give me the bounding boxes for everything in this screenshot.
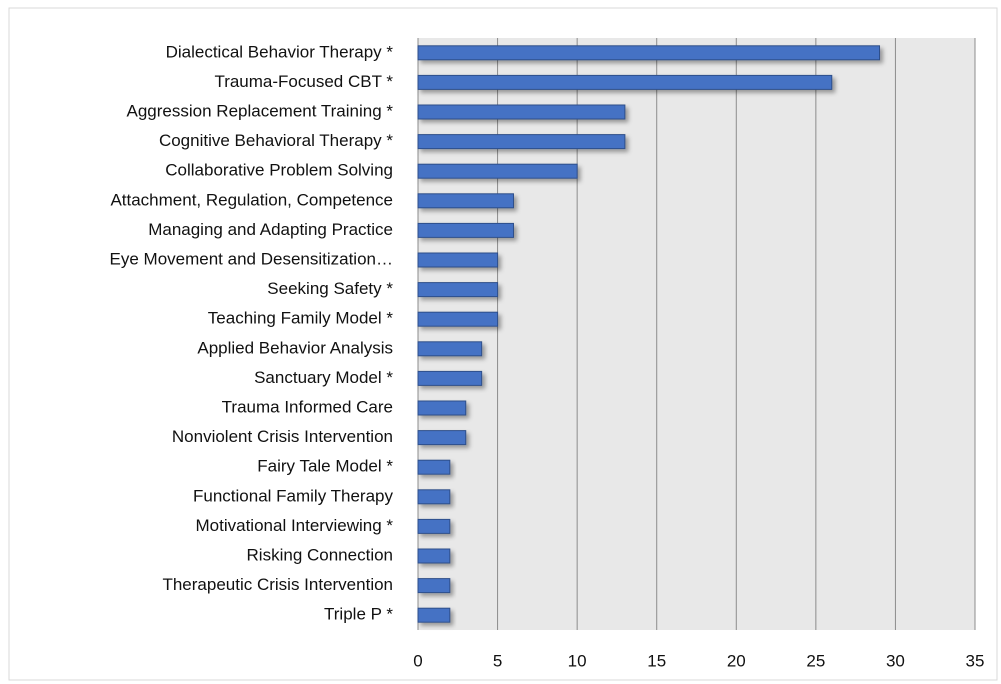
- y-tick-label: Trauma-Focused CBT *: [214, 72, 393, 91]
- x-tick-label: 0: [413, 651, 422, 670]
- x-tick-label: 20: [727, 651, 746, 670]
- y-tick-label: Managing and Adapting Practice: [148, 220, 393, 239]
- y-tick-label: Risking Connection: [247, 545, 393, 564]
- x-tick-label: 30: [886, 651, 905, 670]
- y-tick-label: Sanctuary Model *: [254, 368, 393, 387]
- y-tick-label: Nonviolent Crisis Intervention: [172, 427, 393, 446]
- y-tick-label: Functional Family Therapy: [193, 486, 393, 505]
- y-tick-label: Fairy Tale Model *: [257, 457, 393, 476]
- y-tick-label: Cognitive Behavioral Therapy *: [159, 131, 393, 150]
- y-tick-label: Collaborative Problem Solving: [165, 161, 393, 180]
- bar: [417, 400, 467, 416]
- y-tick-label: Motivational Interviewing *: [196, 516, 394, 535]
- y-tick-label: Trauma Informed Care: [222, 397, 393, 416]
- bar: [417, 430, 467, 446]
- x-tick-label: 15: [647, 651, 666, 670]
- x-tick-label: 25: [806, 651, 825, 670]
- bar: [417, 370, 483, 386]
- y-tick-label: Teaching Family Model *: [208, 309, 394, 328]
- bar: [417, 311, 499, 327]
- bar: [417, 193, 514, 209]
- y-tick-label: Triple P *: [324, 605, 393, 624]
- bar: [417, 607, 451, 623]
- y-tick-label: Eye Movement and Desensitization…: [110, 249, 393, 268]
- y-tick-label: Attachment, Regulation, Competence: [110, 190, 393, 209]
- x-tick-label: 5: [493, 651, 502, 670]
- bar: [417, 341, 483, 357]
- bar: [417, 222, 514, 238]
- bar: [417, 134, 626, 150]
- y-tick-label: Therapeutic Crisis Intervention: [162, 575, 393, 594]
- x-tick-label: 10: [568, 651, 587, 670]
- bar: [417, 489, 451, 505]
- bar: [417, 163, 578, 179]
- bar: [417, 282, 499, 298]
- y-tick-label: Dialectical Behavior Therapy *: [166, 42, 394, 61]
- bar: [417, 45, 881, 61]
- bar: [417, 459, 451, 475]
- bar: [417, 578, 451, 594]
- y-tick-label: Seeking Safety *: [267, 279, 393, 298]
- x-tick-label: 35: [966, 651, 985, 670]
- bar: [417, 252, 499, 268]
- bar: [417, 548, 451, 564]
- bar: [417, 518, 451, 534]
- plot-area: [418, 38, 975, 630]
- y-tick-label: Applied Behavior Analysis: [197, 338, 393, 357]
- y-tick-label: Aggression Replacement Training *: [127, 101, 394, 120]
- bar: [417, 104, 626, 120]
- bar: [417, 74, 833, 90]
